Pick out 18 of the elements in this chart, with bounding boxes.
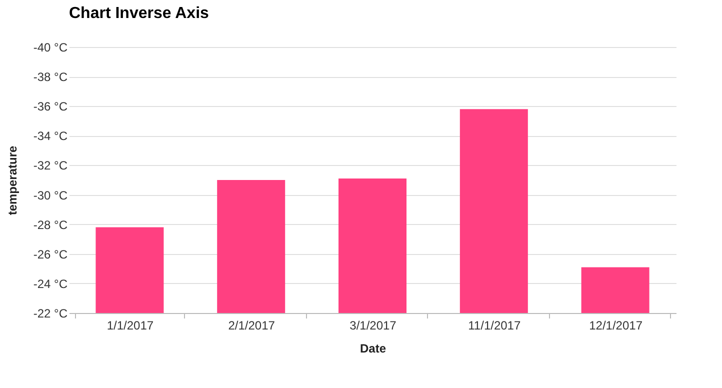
- x-tick-label: 1/1/2017: [106, 318, 154, 332]
- y-tick-label: -40 °C: [33, 40, 68, 54]
- y-tick-label: -26 °C: [33, 247, 68, 262]
- y-tick-label: -22 °C: [33, 306, 68, 320]
- x-axis-title: Date: [360, 342, 386, 356]
- y-axis-title: temperature: [5, 145, 20, 216]
- y-tick-label: -38 °C: [33, 70, 68, 84]
- x-tick-label: 3/1/2017: [350, 318, 397, 332]
- x-tick-label: 12/1/2017: [589, 318, 643, 332]
- y-tick-label: -36 °C: [33, 100, 68, 114]
- y-tick-label: -30 °C: [33, 188, 68, 202]
- y-tick-label: -34 °C: [33, 129, 68, 144]
- x-tick-label: 2/1/2017: [228, 318, 276, 332]
- y-tick-label: -32 °C: [33, 158, 68, 173]
- y-tick-label: -28 °C: [33, 218, 68, 232]
- y-tick-label: -24 °C: [33, 276, 68, 291]
- x-tick-label: 11/1/2017: [468, 318, 521, 332]
- chart-title: Chart Inverse Axis: [69, 5, 210, 22]
